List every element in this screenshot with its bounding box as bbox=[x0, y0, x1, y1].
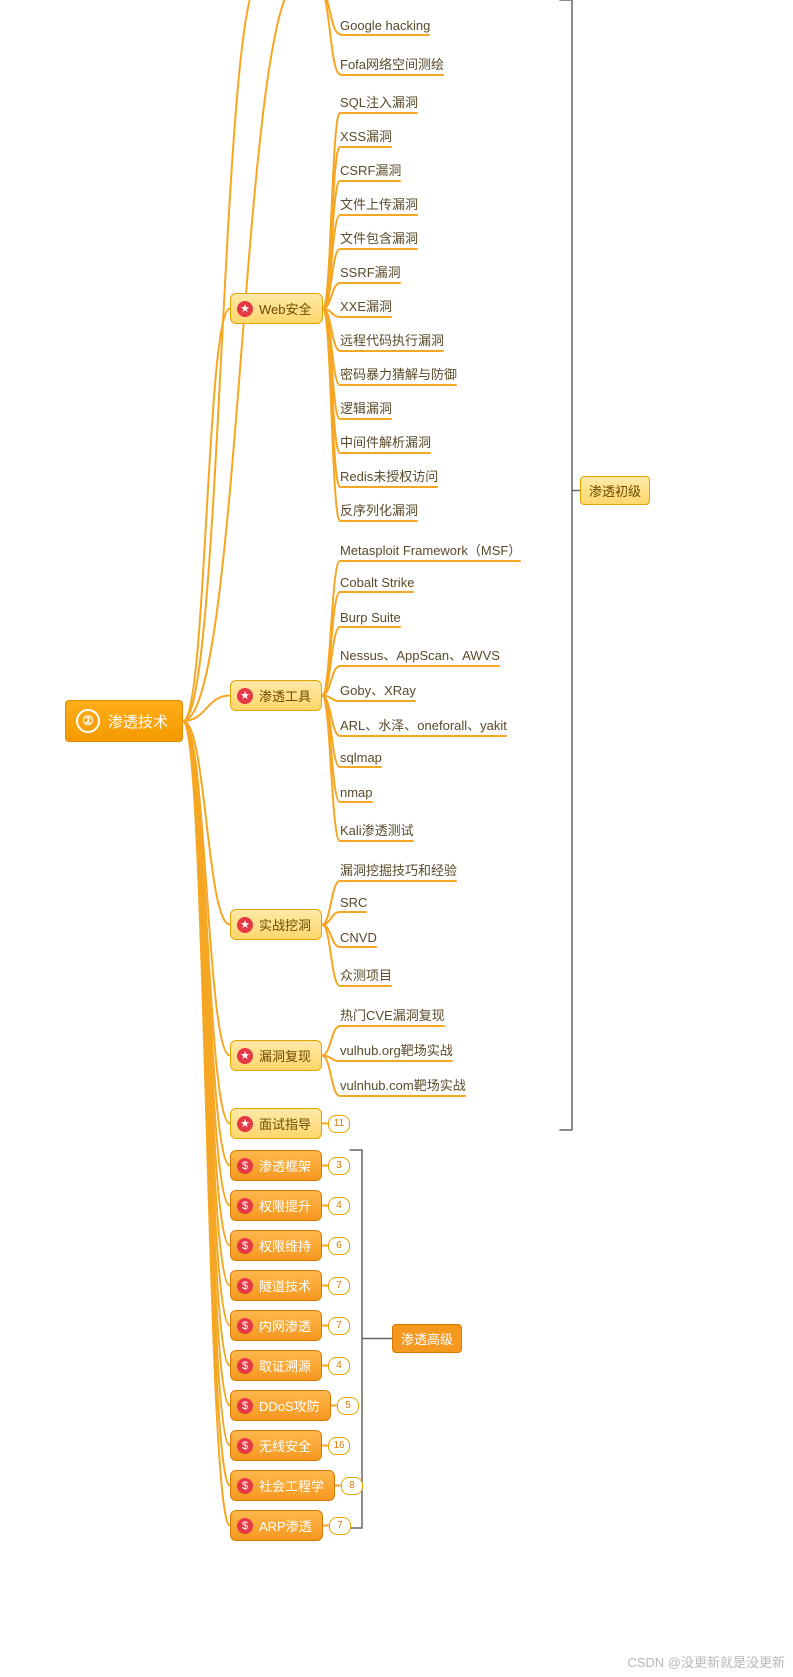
adv-branch-7[interactable]: $ 无线安全 bbox=[230, 1430, 322, 1461]
annotation-0[interactable]: 渗透初级 bbox=[580, 476, 650, 505]
leaf-tools-1[interactable]: Cobalt Strike bbox=[340, 575, 414, 593]
branch-label: 面试指导 bbox=[259, 1114, 311, 1133]
leaf-websec-2[interactable]: CSRF漏洞 bbox=[340, 160, 401, 182]
count-badge: 7 bbox=[328, 1317, 350, 1335]
leaf-websec-3[interactable]: 文件上传漏洞 bbox=[340, 194, 418, 216]
annotation-1[interactable]: 渗透高级 bbox=[392, 1324, 462, 1353]
branch-label: 权限提升 bbox=[259, 1196, 311, 1215]
count-badge: 7 bbox=[329, 1517, 351, 1535]
dollar-icon: $ bbox=[237, 1398, 253, 1414]
branch-label: 取证溯源 bbox=[259, 1356, 311, 1375]
leaf-websec-1[interactable]: XSS漏洞 bbox=[340, 126, 392, 148]
leaf-websec-12[interactable]: 反序列化漏洞 bbox=[340, 500, 418, 522]
dollar-icon: $ bbox=[237, 1198, 253, 1214]
adv-branch-8[interactable]: $ 社会工程学 bbox=[230, 1470, 335, 1501]
leaf-websec-11[interactable]: Redis未授权访问 bbox=[340, 466, 438, 488]
star-icon: ★ bbox=[237, 688, 253, 704]
leaf-repro-0[interactable]: 热门CVE漏洞复现 bbox=[340, 1005, 445, 1027]
leaf-tools-4[interactable]: Goby、XRay bbox=[340, 680, 416, 702]
adv-branch-3[interactable]: $ 隧道技术 bbox=[230, 1270, 322, 1301]
branch-label: DDoS攻防 bbox=[259, 1396, 320, 1415]
branch-digging[interactable]: ★ 实战挖洞 bbox=[230, 909, 322, 940]
adv-branch-5[interactable]: $ 取证溯源 bbox=[230, 1350, 322, 1381]
root-label: 渗透技术 bbox=[108, 711, 168, 732]
dollar-icon: $ bbox=[237, 1318, 253, 1334]
branch-label: 内网渗透 bbox=[259, 1316, 311, 1335]
adv-branch-0[interactable]: $ 渗透框架 bbox=[230, 1150, 322, 1181]
root-number-icon: ② bbox=[76, 709, 100, 733]
count-badge: 4 bbox=[328, 1357, 350, 1375]
adv-branch-6[interactable]: $ DDoS攻防 bbox=[230, 1390, 331, 1421]
branch-label: 渗透框架 bbox=[259, 1156, 311, 1175]
count-badge: 3 bbox=[328, 1157, 350, 1175]
branch-websec[interactable]: ★ Web安全 bbox=[230, 293, 323, 324]
leaf-tools-5[interactable]: ARL、水泽、oneforall、yakit bbox=[340, 715, 507, 737]
adv-branch-2[interactable]: $ 权限维持 bbox=[230, 1230, 322, 1261]
dollar-icon: $ bbox=[237, 1238, 253, 1254]
leaf-websec-10[interactable]: 中间件解析漏洞 bbox=[340, 432, 431, 454]
count-badge: 7 bbox=[328, 1277, 350, 1295]
leaf-websec-7[interactable]: 远程代码执行漏洞 bbox=[340, 330, 444, 352]
leaf-digging-0[interactable]: 漏洞挖掘技巧和经验 bbox=[340, 860, 457, 882]
branch-label: 漏洞复现 bbox=[259, 1046, 311, 1065]
leaf-websec-9[interactable]: 逻辑漏洞 bbox=[340, 398, 392, 420]
leaf-websec-0[interactable]: SQL注入漏洞 bbox=[340, 92, 418, 114]
star-icon: ★ bbox=[237, 1116, 253, 1132]
leaf-digging-2[interactable]: CNVD bbox=[340, 930, 377, 948]
count-badge: 6 bbox=[328, 1237, 350, 1255]
star-icon: ★ bbox=[237, 1048, 253, 1064]
adv-branch-4[interactable]: $ 内网渗透 bbox=[230, 1310, 322, 1341]
count-badge: 11 bbox=[328, 1115, 350, 1133]
dollar-icon: $ bbox=[237, 1158, 253, 1174]
leaf-websec-5[interactable]: SSRF漏洞 bbox=[340, 262, 401, 284]
dollar-icon: $ bbox=[237, 1478, 253, 1494]
leaf-tools-3[interactable]: Nessus、AppScan、AWVS bbox=[340, 645, 500, 667]
leaf-websec-4[interactable]: 文件包含漏洞 bbox=[340, 228, 418, 250]
branch-repro[interactable]: ★ 漏洞复现 bbox=[230, 1040, 322, 1071]
count-badge: 5 bbox=[337, 1397, 359, 1415]
leaf-websec-6[interactable]: XXE漏洞 bbox=[340, 296, 392, 318]
branch-label: 渗透工具 bbox=[259, 686, 311, 705]
leaf-websec-8[interactable]: 密码暴力猜解与防御 bbox=[340, 364, 457, 386]
adv-branch-9[interactable]: $ ARP渗透 bbox=[230, 1510, 323, 1541]
watermark: CSDN @没更新就是没更新 bbox=[627, 1652, 785, 1671]
dollar-icon: $ bbox=[237, 1278, 253, 1294]
leaf-top-1[interactable]: Fofa网络空间测绘 bbox=[340, 54, 444, 76]
count-badge: 4 bbox=[328, 1197, 350, 1215]
adv-branch-1[interactable]: $ 权限提升 bbox=[230, 1190, 322, 1221]
leaf-repro-1[interactable]: vulhub.org靶场实战 bbox=[340, 1040, 453, 1062]
branch-label: 权限维持 bbox=[259, 1236, 311, 1255]
dollar-icon: $ bbox=[237, 1358, 253, 1374]
branch-label: 隧道技术 bbox=[259, 1276, 311, 1295]
branch-interview[interactable]: ★ 面试指导 bbox=[230, 1108, 322, 1139]
dollar-icon: $ bbox=[237, 1438, 253, 1454]
branch-label: 无线安全 bbox=[259, 1436, 311, 1455]
branch-label: 实战挖洞 bbox=[259, 915, 311, 934]
leaf-tools-8[interactable]: Kali渗透测试 bbox=[340, 820, 414, 842]
star-icon: ★ bbox=[237, 301, 253, 317]
leaf-tools-0[interactable]: Metasploit Framework（MSF） bbox=[340, 540, 521, 562]
count-badge: 8 bbox=[341, 1477, 363, 1495]
leaf-tools-6[interactable]: sqlmap bbox=[340, 750, 382, 768]
branch-label: ARP渗透 bbox=[259, 1516, 312, 1535]
leaf-digging-1[interactable]: SRC bbox=[340, 895, 367, 913]
branch-label: 社会工程学 bbox=[259, 1476, 324, 1495]
leaf-tools-2[interactable]: Burp Suite bbox=[340, 610, 401, 628]
branch-tools[interactable]: ★ 渗透工具 bbox=[230, 680, 322, 711]
leaf-digging-3[interactable]: 众测项目 bbox=[340, 965, 392, 987]
count-badge: 16 bbox=[328, 1437, 350, 1455]
leaf-tools-7[interactable]: nmap bbox=[340, 785, 373, 803]
leaf-top-0[interactable]: Google hacking bbox=[340, 18, 430, 36]
root-node[interactable]: ② 渗透技术 bbox=[65, 700, 183, 742]
leaf-repro-2[interactable]: vulnhub.com靶场实战 bbox=[340, 1075, 466, 1097]
star-icon: ★ bbox=[237, 917, 253, 933]
dollar-icon: $ bbox=[237, 1518, 253, 1534]
branch-label: Web安全 bbox=[259, 299, 312, 318]
